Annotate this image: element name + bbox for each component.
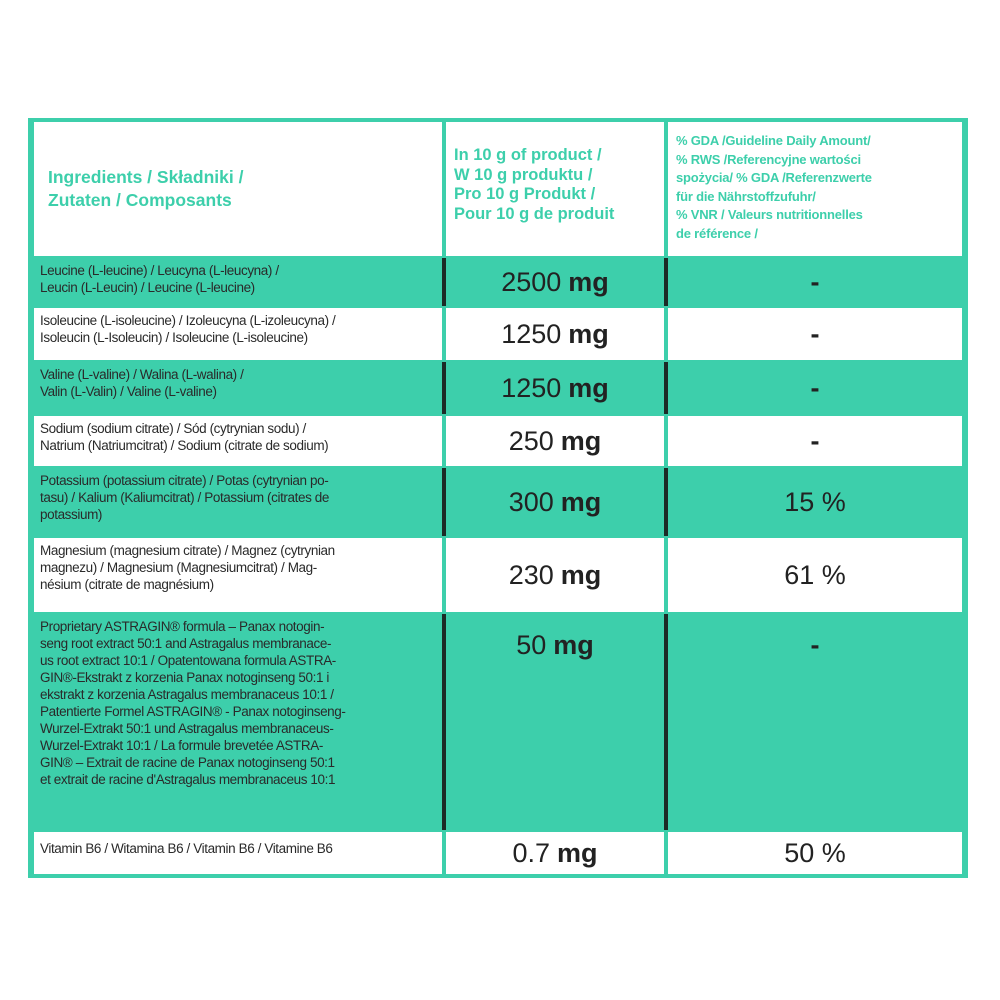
header-amount: In 10 g of product / W 10 g produktu / P… xyxy=(446,122,664,256)
amount-unit: mg xyxy=(560,486,602,517)
column-divider xyxy=(664,614,668,830)
amount-unit: mg xyxy=(560,425,602,456)
amount-value: 230 xyxy=(508,559,554,590)
header-gda: % GDA /Guideline Daily Amount/ % RWS /Re… xyxy=(668,122,962,256)
ingredient-cell: Isoleucine (L-isoleucine) / Izoleucyna (… xyxy=(34,308,442,360)
gda-cell: - xyxy=(668,308,962,360)
amount-unit: mg xyxy=(568,372,609,403)
table-row: Proprietary ASTRAGIN® formula – Panax no… xyxy=(28,614,968,830)
amount-unit: mg xyxy=(568,266,609,297)
table-row: Magnesium (magnesium citrate) / Magnez (… xyxy=(28,538,968,612)
gda-cell: 15 % xyxy=(784,486,846,517)
ingredient-cell: Sodium (sodium citrate) / Sód (cytrynian… xyxy=(34,416,442,466)
amount-value: 1250 xyxy=(501,372,562,403)
ingredient-cell: Magnesium (magnesium citrate) / Magnez (… xyxy=(34,538,442,612)
table-row: Sodium (sodium citrate) / Sód (cytrynian… xyxy=(28,416,968,466)
amount-unit: mg xyxy=(557,837,598,868)
column-divider xyxy=(664,468,668,536)
gda-cell: 61 % xyxy=(668,538,962,612)
gda-cell: - xyxy=(810,630,820,660)
amount-value: 0.7 xyxy=(512,837,551,868)
ingredient-cell: Leucine (L-leucine) / Leucyna (L-leucyna… xyxy=(40,263,279,295)
amount-value: 1250 xyxy=(501,318,562,349)
gda-cell: 50 % xyxy=(668,832,962,874)
amount-cell: 300 mg xyxy=(446,468,664,536)
table-row: Valine (L-valine) / Walina (L-walina) / … xyxy=(28,362,968,414)
amount-cell: 0.7 mg xyxy=(446,832,664,874)
amount-unit: mg xyxy=(560,559,602,590)
amount-value: 50 xyxy=(516,630,547,660)
column-divider xyxy=(442,258,446,306)
header-ingredients: Ingredients / Składniki / Zutaten / Comp… xyxy=(34,122,442,256)
ingredient-cell: Vitamin B6 / Witamina B6 / Vitamin B6 / … xyxy=(34,832,442,874)
table-row: Vitamin B6 / Witamina B6 / Vitamin B6 / … xyxy=(28,832,968,874)
amount-unit: mg xyxy=(568,318,609,349)
amount-cell: 1250 mg xyxy=(446,362,664,414)
ingredient-cell: Potassium (potassium citrate) / Potas (c… xyxy=(40,473,329,522)
table-header: Ingredients / Składniki / Zutaten / Comp… xyxy=(28,122,968,256)
gda-cell: - xyxy=(668,416,962,466)
amount-value: 2500 xyxy=(501,266,562,297)
column-divider xyxy=(664,362,668,414)
amount-value: 300 xyxy=(508,486,554,517)
amount-cell: 50 mg xyxy=(446,614,664,830)
amount-cell: 1250 mg xyxy=(446,308,664,360)
column-divider xyxy=(442,468,446,536)
amount-value: 250 xyxy=(508,425,554,456)
gda-cell: - xyxy=(810,266,820,297)
amount-unit: mg xyxy=(553,630,594,660)
table-row: Isoleucine (L-isoleucine) / Izoleucyna (… xyxy=(28,308,968,360)
column-divider xyxy=(664,258,668,306)
table-row: Potassium (potassium citrate) / Potas (c… xyxy=(28,468,968,536)
amount-cell: 230 mg xyxy=(446,538,664,612)
column-divider xyxy=(442,614,446,830)
ingredient-cell: Proprietary ASTRAGIN® formula – Panax no… xyxy=(40,619,346,787)
amount-cell: 250 mg xyxy=(446,416,664,466)
amount-cell: 2500 mg xyxy=(446,258,664,306)
column-divider xyxy=(442,362,446,414)
table-row: Leucine (L-leucine) / Leucyna (L-leucyna… xyxy=(28,258,968,306)
nutrition-table: Ingredients / Składniki / Zutaten / Comp… xyxy=(28,118,968,878)
ingredient-cell: Valine (L-valine) / Walina (L-walina) / … xyxy=(40,367,244,399)
gda-cell: - xyxy=(810,372,820,403)
